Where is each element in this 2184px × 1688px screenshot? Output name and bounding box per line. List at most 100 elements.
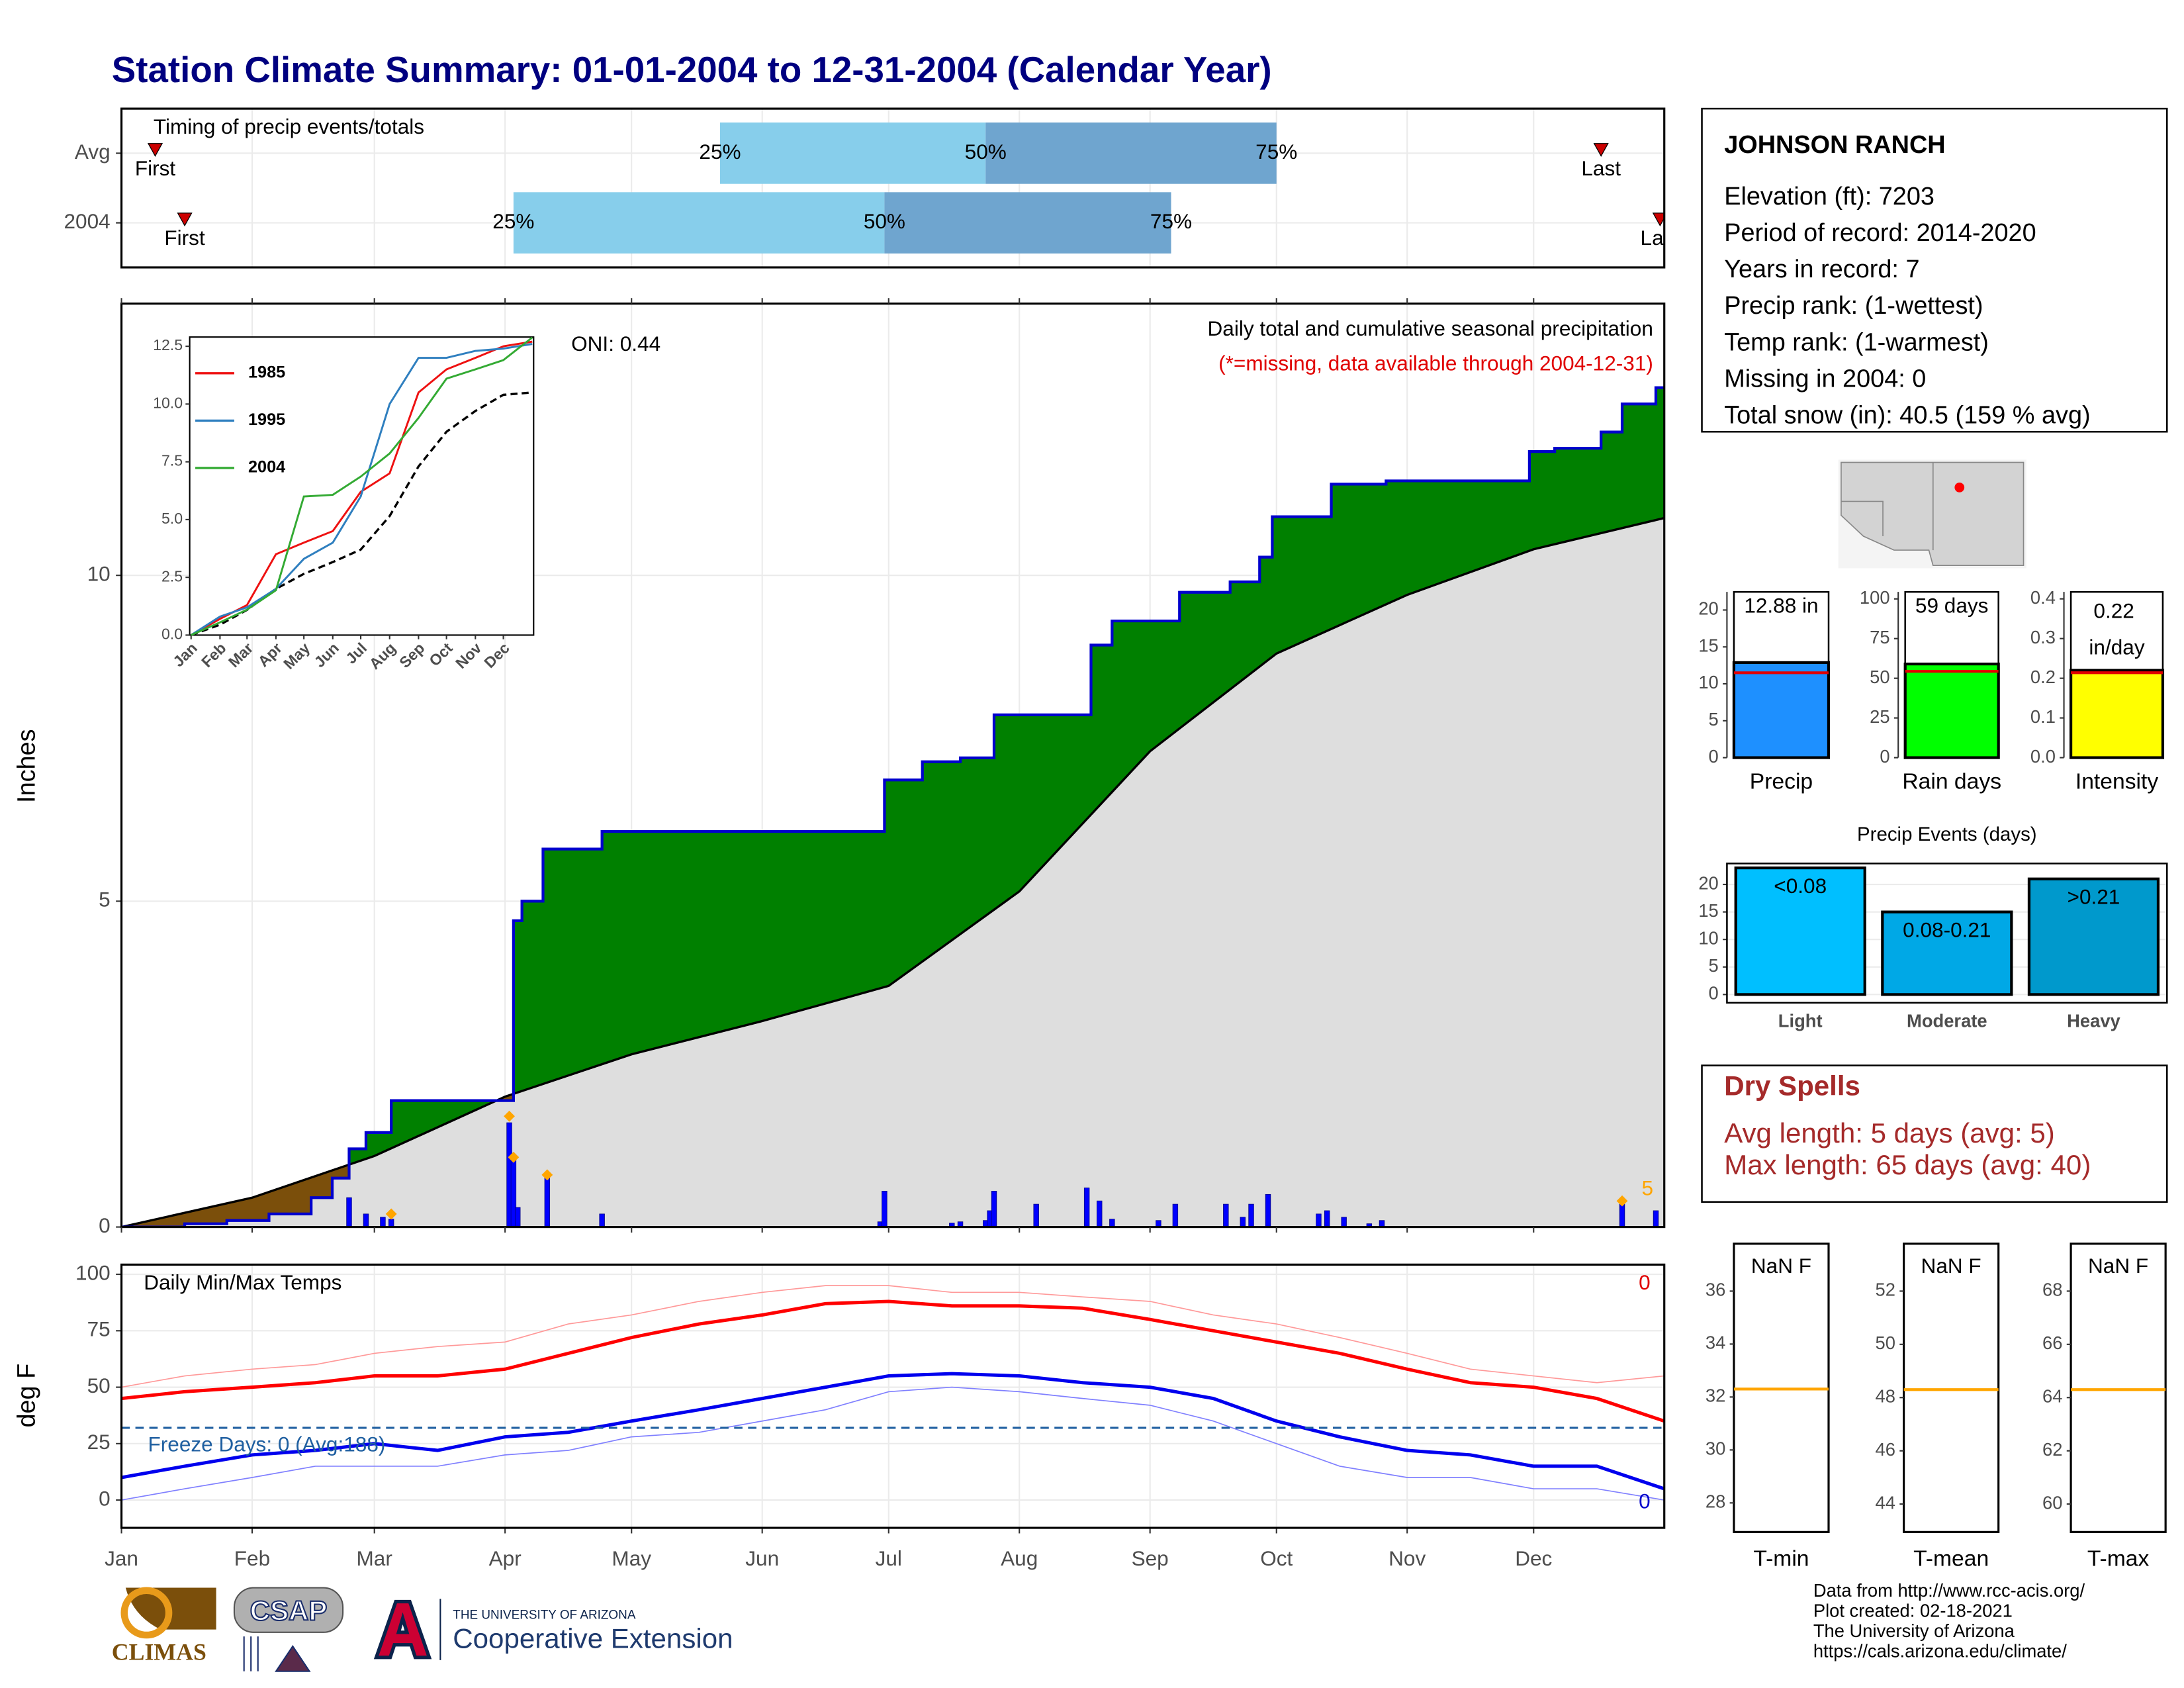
value-label: NaN F bbox=[1751, 1254, 1811, 1278]
label-box bbox=[1904, 590, 1999, 665]
observed-line bbox=[121, 386, 1664, 1227]
daily-bar bbox=[1240, 1217, 1246, 1227]
inset-panel bbox=[189, 336, 535, 636]
daily-bar bbox=[1653, 1210, 1659, 1227]
y-tick-label: 0 bbox=[1709, 983, 1719, 1004]
inset-line bbox=[190, 343, 533, 636]
y-tick-label: 5 bbox=[99, 888, 111, 912]
y-tick-label: 52 bbox=[1876, 1280, 1895, 1300]
daily-bar bbox=[1379, 1220, 1385, 1227]
y-tick-label: 48 bbox=[1876, 1385, 1895, 1406]
category-label: Light bbox=[1778, 1011, 1823, 1031]
y-tick-label: 15 bbox=[1698, 900, 1718, 921]
precip-plot bbox=[121, 303, 1664, 1227]
daily-bar bbox=[949, 1223, 955, 1227]
y-tick-label: 64 bbox=[2042, 1385, 2062, 1406]
inset-y-tick-label: 7.5 bbox=[161, 452, 183, 469]
dry-spells-box bbox=[1701, 1064, 2168, 1203]
early-bar bbox=[513, 192, 885, 254]
last-marker bbox=[1593, 143, 1609, 157]
quantile-label: 75% bbox=[1150, 209, 1192, 233]
y-tick-label: 5 bbox=[1709, 955, 1719, 976]
quantile-label: 25% bbox=[492, 209, 534, 233]
y-tick-label: 50 bbox=[1870, 667, 1889, 687]
station-line: Temp rank: (1-warmest) bbox=[1724, 328, 1989, 356]
hot-count: 0 bbox=[1639, 1270, 1651, 1294]
y-tick-label: 66 bbox=[2042, 1333, 2062, 1353]
station-line: Total snow (in): 40.5 (159 % avg) bbox=[1724, 402, 2090, 430]
category-label: T-min bbox=[1753, 1546, 1809, 1571]
row-label: Avg bbox=[75, 140, 111, 164]
x-tick-label: Apr bbox=[489, 1546, 522, 1570]
y-tick-label: 0.2 bbox=[2030, 667, 2056, 687]
daily-bar bbox=[991, 1191, 997, 1227]
y-tick-label: 15 bbox=[1698, 635, 1718, 655]
inset-y-tick-label: 5.0 bbox=[161, 510, 183, 527]
x-tick-label: Oct bbox=[1260, 1546, 1293, 1570]
y-tick-label: 30 bbox=[1706, 1438, 1725, 1459]
bar bbox=[1734, 867, 1866, 996]
early-bar bbox=[719, 122, 986, 184]
x-tick-label: Sep bbox=[1132, 1546, 1169, 1570]
inset-line bbox=[191, 340, 533, 636]
y-tick-label: 68 bbox=[2042, 1280, 2062, 1300]
last-label: Last bbox=[1581, 156, 1621, 180]
credit-line: The University of Arizona bbox=[1813, 1620, 2015, 1641]
inset-line bbox=[191, 336, 533, 636]
y-tick-label: 50 bbox=[1876, 1333, 1895, 1353]
x-tick-label: Jul bbox=[876, 1546, 902, 1570]
first-marker bbox=[147, 143, 163, 157]
first-marker bbox=[177, 212, 193, 227]
quantile-label: 75% bbox=[1255, 140, 1297, 164]
late-bar bbox=[884, 192, 1171, 254]
y-tick-label: 75 bbox=[87, 1317, 111, 1341]
category-label: T-max bbox=[2087, 1546, 2150, 1571]
value-label: 59 days bbox=[1915, 594, 1989, 618]
category-label: Heavy bbox=[2067, 1011, 2120, 1031]
value-label: NaN F bbox=[1921, 1254, 1981, 1278]
missing-note: (*=missing, data available through 2004-… bbox=[1218, 352, 1653, 375]
y-tick-label: 0 bbox=[99, 1486, 111, 1510]
station-location bbox=[1954, 483, 1965, 492]
panel bbox=[2070, 1243, 2167, 1533]
y-tick-label: 28 bbox=[1706, 1491, 1725, 1512]
legend-label: 1985 bbox=[248, 363, 285, 382]
value-label: NaN F bbox=[2088, 1254, 2148, 1278]
panel-border bbox=[120, 107, 1666, 269]
y-tick-label: 0 bbox=[1709, 746, 1719, 767]
x-tick-label: Nov bbox=[1388, 1546, 1426, 1570]
oni-label: ONI: 0.44 bbox=[571, 332, 660, 355]
events-title: Precip Events (days) bbox=[1857, 823, 2037, 845]
map-border bbox=[1841, 462, 1934, 551]
daily-bar bbox=[1316, 1213, 1322, 1227]
normal-line bbox=[121, 516, 1664, 1227]
panel-border bbox=[120, 303, 1666, 1229]
daily-bar bbox=[515, 1207, 521, 1227]
daily-bar bbox=[1248, 1203, 1254, 1227]
daily-bar bbox=[544, 1174, 551, 1227]
daily-bar bbox=[1097, 1200, 1103, 1227]
range-label: >0.21 bbox=[2068, 885, 2120, 909]
x-tick-label: Feb bbox=[234, 1546, 270, 1570]
temp-line bbox=[121, 1372, 1665, 1491]
panel-border bbox=[1726, 863, 2168, 1004]
x-tick-label: May bbox=[612, 1546, 651, 1570]
y-tick-label: 0.0 bbox=[2030, 746, 2056, 767]
y-tick-label: 32 bbox=[1706, 1385, 1725, 1406]
y-tick-label: 0.4 bbox=[2030, 587, 2056, 608]
category-label: Rain days bbox=[1902, 769, 2001, 794]
y-tick-label: 100 bbox=[1860, 587, 1890, 608]
quantile-label: 50% bbox=[864, 209, 905, 233]
y-tick-label: 20 bbox=[1698, 872, 1718, 893]
station-line: Period of record: 2014-2020 bbox=[1724, 219, 2036, 247]
daily-bar bbox=[1156, 1220, 1161, 1227]
y-tick-label: 25 bbox=[1870, 706, 1889, 727]
y-tick-label: 46 bbox=[1876, 1439, 1895, 1460]
snow-marker bbox=[385, 1208, 397, 1220]
x-tick-label: Aug bbox=[1001, 1546, 1038, 1570]
first-label: First bbox=[164, 226, 205, 250]
first-label: First bbox=[135, 156, 176, 180]
daily-bar bbox=[1223, 1203, 1229, 1227]
